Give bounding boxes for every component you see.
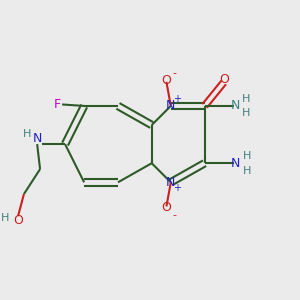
Text: -: -	[172, 68, 177, 78]
Text: N: N	[231, 99, 240, 112]
Text: H: H	[242, 94, 250, 103]
Text: O: O	[13, 214, 23, 227]
Text: H: H	[23, 129, 31, 139]
Text: -: -	[172, 210, 177, 220]
Text: H: H	[243, 151, 251, 161]
Text: +: +	[173, 94, 181, 104]
Text: +: +	[173, 183, 181, 193]
Text: N: N	[166, 176, 176, 189]
Text: N: N	[32, 132, 42, 145]
Text: O: O	[219, 73, 229, 86]
Text: N: N	[231, 157, 240, 170]
Text: O: O	[161, 201, 171, 214]
Text: F: F	[54, 98, 61, 111]
Text: N: N	[166, 99, 176, 112]
Text: H: H	[242, 108, 250, 118]
Text: H: H	[243, 166, 251, 176]
Text: H: H	[1, 213, 9, 223]
Text: O: O	[161, 74, 171, 87]
